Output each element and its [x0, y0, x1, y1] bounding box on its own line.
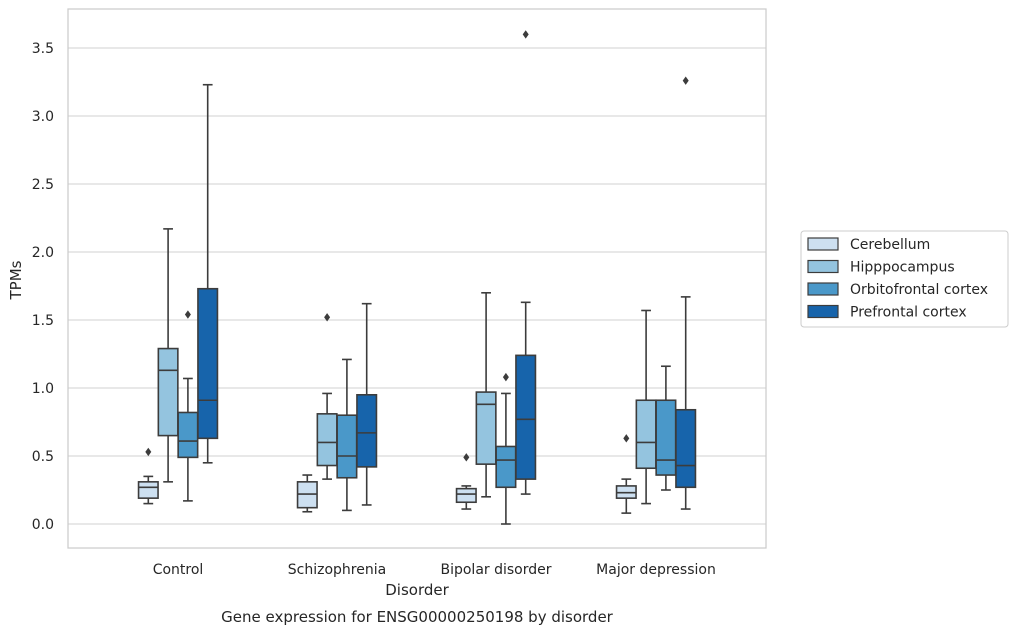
- x-tick-label: Bipolar disorder: [440, 562, 551, 578]
- legend-label: Hipppocampus: [850, 260, 955, 276]
- box-body: [475, 391, 497, 465]
- box-body: [336, 414, 358, 479]
- outlier-point: [324, 313, 331, 322]
- plot-frame: [67, 8, 767, 549]
- legend-label: Orbitofrontal cortex: [850, 282, 988, 298]
- outlier-point: [502, 372, 509, 382]
- y-tick-label: 3.5: [32, 41, 54, 57]
- box-orbitofrontal-cortex: [655, 365, 677, 491]
- legend-items: Cerebellum Hipppocampus Orbitofrontal cort…: [807, 237, 988, 321]
- legend-label: Prefrontal cortex: [850, 305, 967, 321]
- box-body: [177, 411, 199, 459]
- outlier-point: [184, 310, 191, 319]
- y-tick-label: 1.0: [32, 381, 54, 397]
- box-hipppocampus: [635, 309, 657, 505]
- x-axis-label: Disorder: [385, 581, 449, 599]
- outlier-point: [682, 76, 689, 85]
- box-hipppocampus: [157, 228, 179, 483]
- legend-swatch: [807, 237, 839, 251]
- box-cerebellum: [137, 447, 159, 505]
- boxes-layer: [137, 30, 697, 525]
- y-tick-label: 2.5: [32, 177, 54, 193]
- box-cerebellum: [455, 453, 477, 510]
- box-prefrontal-cortex: [515, 30, 537, 495]
- box-hipppocampus: [316, 313, 338, 480]
- legend-swatch: [807, 259, 839, 274]
- box-body: [316, 413, 338, 467]
- box-body: [515, 354, 537, 480]
- box-orbitofrontal-cortex: [495, 372, 517, 525]
- legend-swatch: [807, 282, 839, 296]
- box-prefrontal-cortex: [356, 302, 378, 506]
- box-hipppocampus: [475, 291, 497, 498]
- legend-swatch: [807, 304, 839, 319]
- box-body: [655, 399, 677, 476]
- box-body: [137, 481, 159, 499]
- x-tick-labels: Control Schizophrenia Bipolar disorder Majo…: [153, 562, 716, 578]
- box-body: [495, 445, 517, 489]
- box-prefrontal-cortex: [197, 83, 219, 464]
- box-orbitofrontal-cortex: [177, 310, 199, 502]
- y-tick-label: 0.5: [32, 449, 54, 465]
- chart-caption: Gene expression for ENSG00000250198 by d…: [221, 608, 614, 626]
- box-body: [455, 487, 477, 504]
- y-tick-label: 2.0: [32, 245, 54, 261]
- legend: Cerebellum Hipppocampus Orbitofrontal cort…: [800, 230, 1009, 328]
- box-body: [675, 408, 697, 489]
- y-tick-label: 1.5: [32, 313, 54, 329]
- y-tick-label: 3.0: [32, 109, 54, 125]
- outlier-point: [623, 434, 630, 443]
- box-prefrontal-cortex: [675, 76, 697, 510]
- outlier-point: [522, 30, 529, 39]
- x-tick-label: Major depression: [596, 562, 716, 578]
- box-body: [197, 287, 219, 440]
- legend-label: Cerebellum: [850, 237, 930, 253]
- outlier-point: [463, 453, 470, 462]
- box-body: [356, 393, 378, 468]
- box-orbitofrontal-cortex: [336, 358, 358, 512]
- y-tick-label: 0.0: [32, 517, 54, 533]
- box-body: [635, 399, 657, 470]
- y-tick-labels: 0.0 0.5 1.0 1.5 2.0 2.5 3.0 3.5: [32, 41, 54, 533]
- box-body: [157, 347, 179, 437]
- outlier-point: [145, 447, 152, 457]
- x-tick-label: Schizophrenia: [288, 562, 386, 578]
- box-cerebellum: [296, 474, 318, 513]
- box-cerebellum: [615, 434, 637, 514]
- x-tick-label: Control: [153, 562, 204, 578]
- y-axis-label: TPMs: [7, 260, 25, 300]
- legend-frame: [800, 230, 1009, 328]
